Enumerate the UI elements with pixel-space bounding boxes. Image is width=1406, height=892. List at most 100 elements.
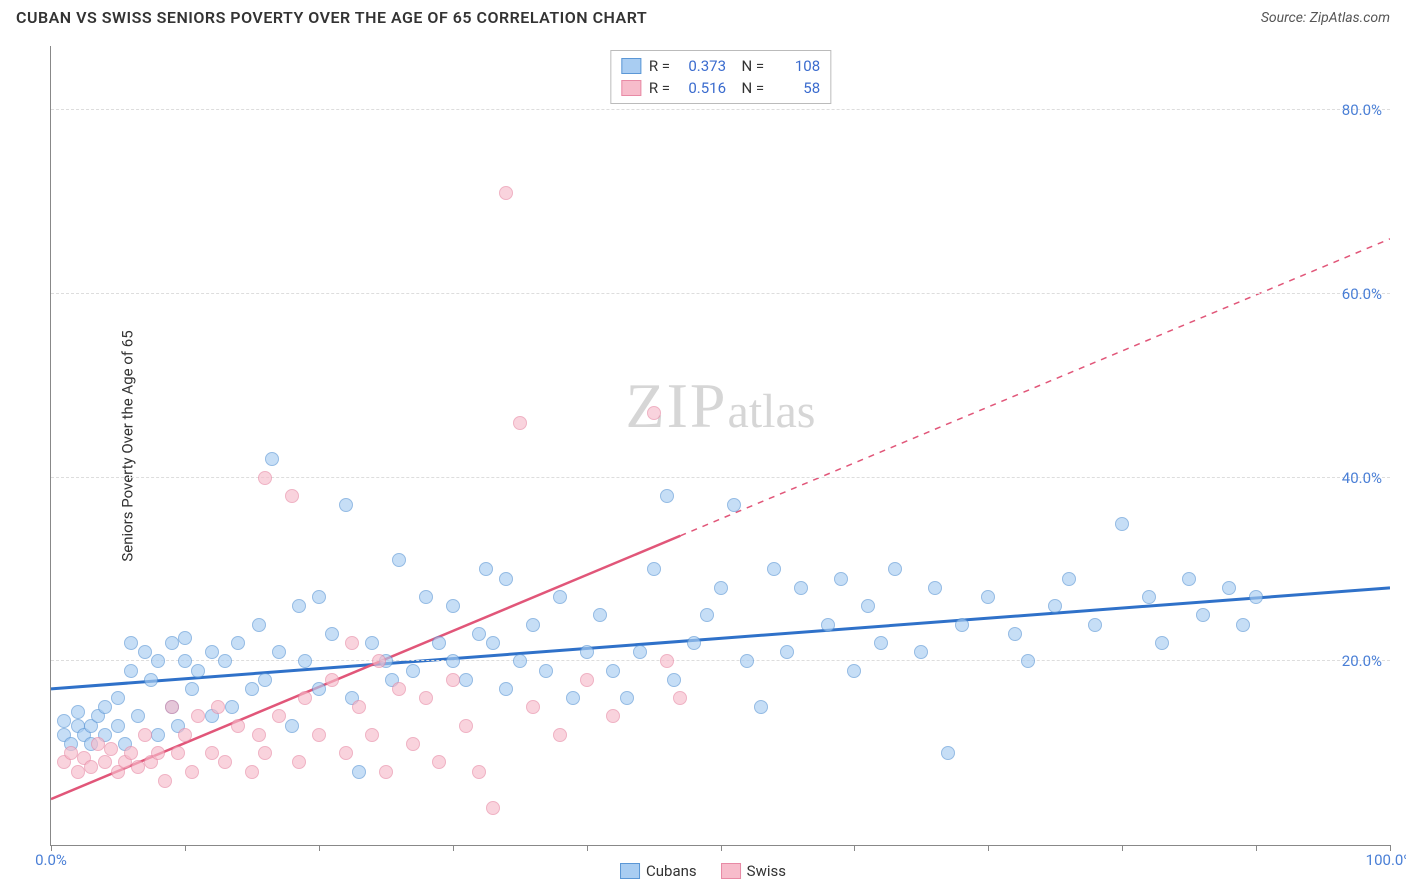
data-point [432, 636, 446, 650]
data-point [131, 760, 145, 774]
data-point [352, 700, 366, 714]
data-point [526, 700, 540, 714]
data-point [258, 471, 272, 485]
x-tick [587, 845, 588, 851]
data-point [191, 709, 205, 723]
data-point [71, 765, 85, 779]
data-point [861, 599, 875, 613]
data-point [647, 562, 661, 576]
data-point [178, 728, 192, 742]
data-point [345, 636, 359, 650]
legend-swatch [721, 863, 741, 879]
data-point [446, 654, 460, 668]
data-point [312, 682, 326, 696]
data-point [124, 664, 138, 678]
data-point [580, 645, 594, 659]
data-point [298, 691, 312, 705]
data-point [98, 755, 112, 769]
x-tick [453, 845, 454, 851]
data-point [432, 755, 446, 769]
data-point [553, 590, 567, 604]
data-point [486, 801, 500, 815]
data-point [446, 673, 460, 687]
data-point [914, 645, 928, 659]
data-point [71, 705, 85, 719]
data-point [104, 742, 118, 756]
data-point [111, 691, 125, 705]
data-point [292, 599, 306, 613]
data-point [292, 755, 306, 769]
data-point [647, 406, 661, 420]
data-point [245, 765, 259, 779]
data-point [144, 673, 158, 687]
data-point [955, 618, 969, 632]
data-point [325, 627, 339, 641]
data-point [874, 636, 888, 650]
data-point [151, 728, 165, 742]
data-point [191, 664, 205, 678]
data-point [1088, 618, 1102, 632]
data-point [91, 737, 105, 751]
gridline [51, 477, 1390, 478]
legend-n-label: N = [734, 79, 764, 97]
legend-r-value: 0.373 [678, 57, 726, 75]
legend-swatch [620, 863, 640, 879]
data-point [539, 664, 553, 678]
data-point [392, 682, 406, 696]
x-tick [1122, 845, 1123, 851]
data-point [131, 709, 145, 723]
data-point [633, 645, 647, 659]
data-point [834, 572, 848, 586]
data-point [740, 654, 754, 668]
data-point [138, 645, 152, 659]
legend-n-value: 58 [772, 79, 820, 97]
data-point [252, 728, 266, 742]
source-attribution: Source: ZipAtlas.com [1261, 10, 1390, 26]
data-point [151, 654, 165, 668]
data-point [124, 746, 138, 760]
data-point [1196, 608, 1210, 622]
data-point [472, 765, 486, 779]
legend-r-label: R = [649, 57, 670, 75]
data-point [593, 608, 607, 622]
chart-title: CUBAN VS SWISS SENIORS POVERTY OVER THE … [16, 8, 647, 27]
data-point [780, 645, 794, 659]
data-point [231, 719, 245, 733]
x-tick-label: 0.0% [35, 851, 67, 869]
y-tick-label: 40.0% [1342, 469, 1382, 487]
x-tick [185, 845, 186, 851]
data-point [700, 608, 714, 622]
legend-row: R =0.373 N =108 [621, 55, 820, 77]
data-point [1062, 572, 1076, 586]
data-point [218, 755, 232, 769]
gridline [51, 660, 1390, 661]
data-point [205, 746, 219, 760]
y-tick-label: 80.0% [1342, 101, 1382, 119]
data-point [794, 581, 808, 595]
data-point [486, 636, 500, 650]
data-point [499, 186, 513, 200]
data-point [660, 489, 674, 503]
scatter-chart: ZIPatlas R =0.373 N =108R =0.516 N =58 2… [50, 46, 1390, 846]
data-point [620, 691, 634, 705]
data-point [660, 654, 674, 668]
data-point [606, 664, 620, 678]
data-point [821, 618, 835, 632]
data-point [165, 636, 179, 650]
legend-n-value: 108 [772, 57, 820, 75]
data-point [714, 581, 728, 595]
data-point [285, 489, 299, 503]
data-point [1021, 654, 1035, 668]
data-point [57, 714, 71, 728]
legend-label: Swiss [747, 862, 786, 880]
data-point [667, 673, 681, 687]
data-point [1142, 590, 1156, 604]
x-tick [988, 845, 989, 851]
data-point [459, 719, 473, 733]
data-point [325, 673, 339, 687]
data-point [499, 682, 513, 696]
data-point [499, 572, 513, 586]
data-point [928, 581, 942, 595]
gridline [51, 293, 1390, 294]
legend-item: Cubans [620, 862, 697, 880]
